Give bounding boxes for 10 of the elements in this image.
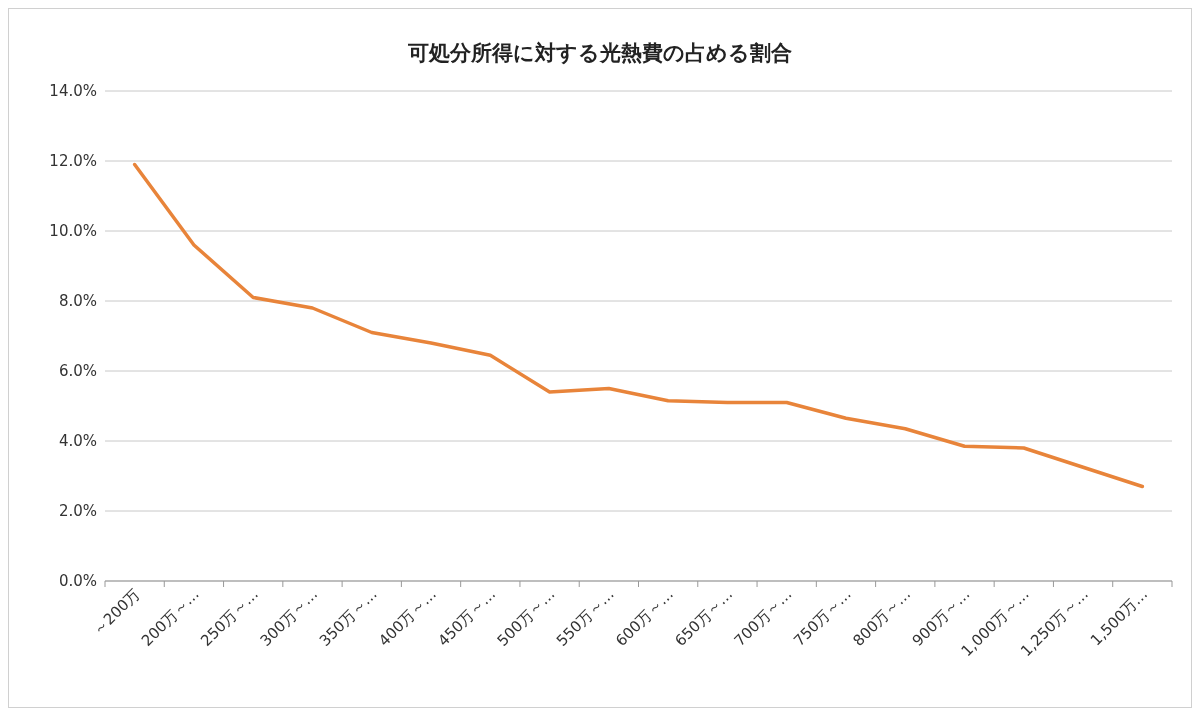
y-tick-label: 8.0% — [58, 292, 97, 311]
y-tick-label: 4.0% — [58, 432, 97, 451]
y-tick-label: 2.0% — [58, 502, 97, 521]
y-tick-label: 0.0% — [58, 572, 97, 591]
chart-title: 可処分所得に対する光熱費の占める割合 — [407, 41, 792, 65]
y-tick-label: 6.0% — [58, 362, 97, 381]
line-series — [132, 162, 1145, 489]
y-tick-label: 14.0% — [49, 82, 97, 101]
y-tick-label: 12.0% — [49, 152, 97, 171]
y-tick-label: 10.0% — [49, 222, 97, 241]
